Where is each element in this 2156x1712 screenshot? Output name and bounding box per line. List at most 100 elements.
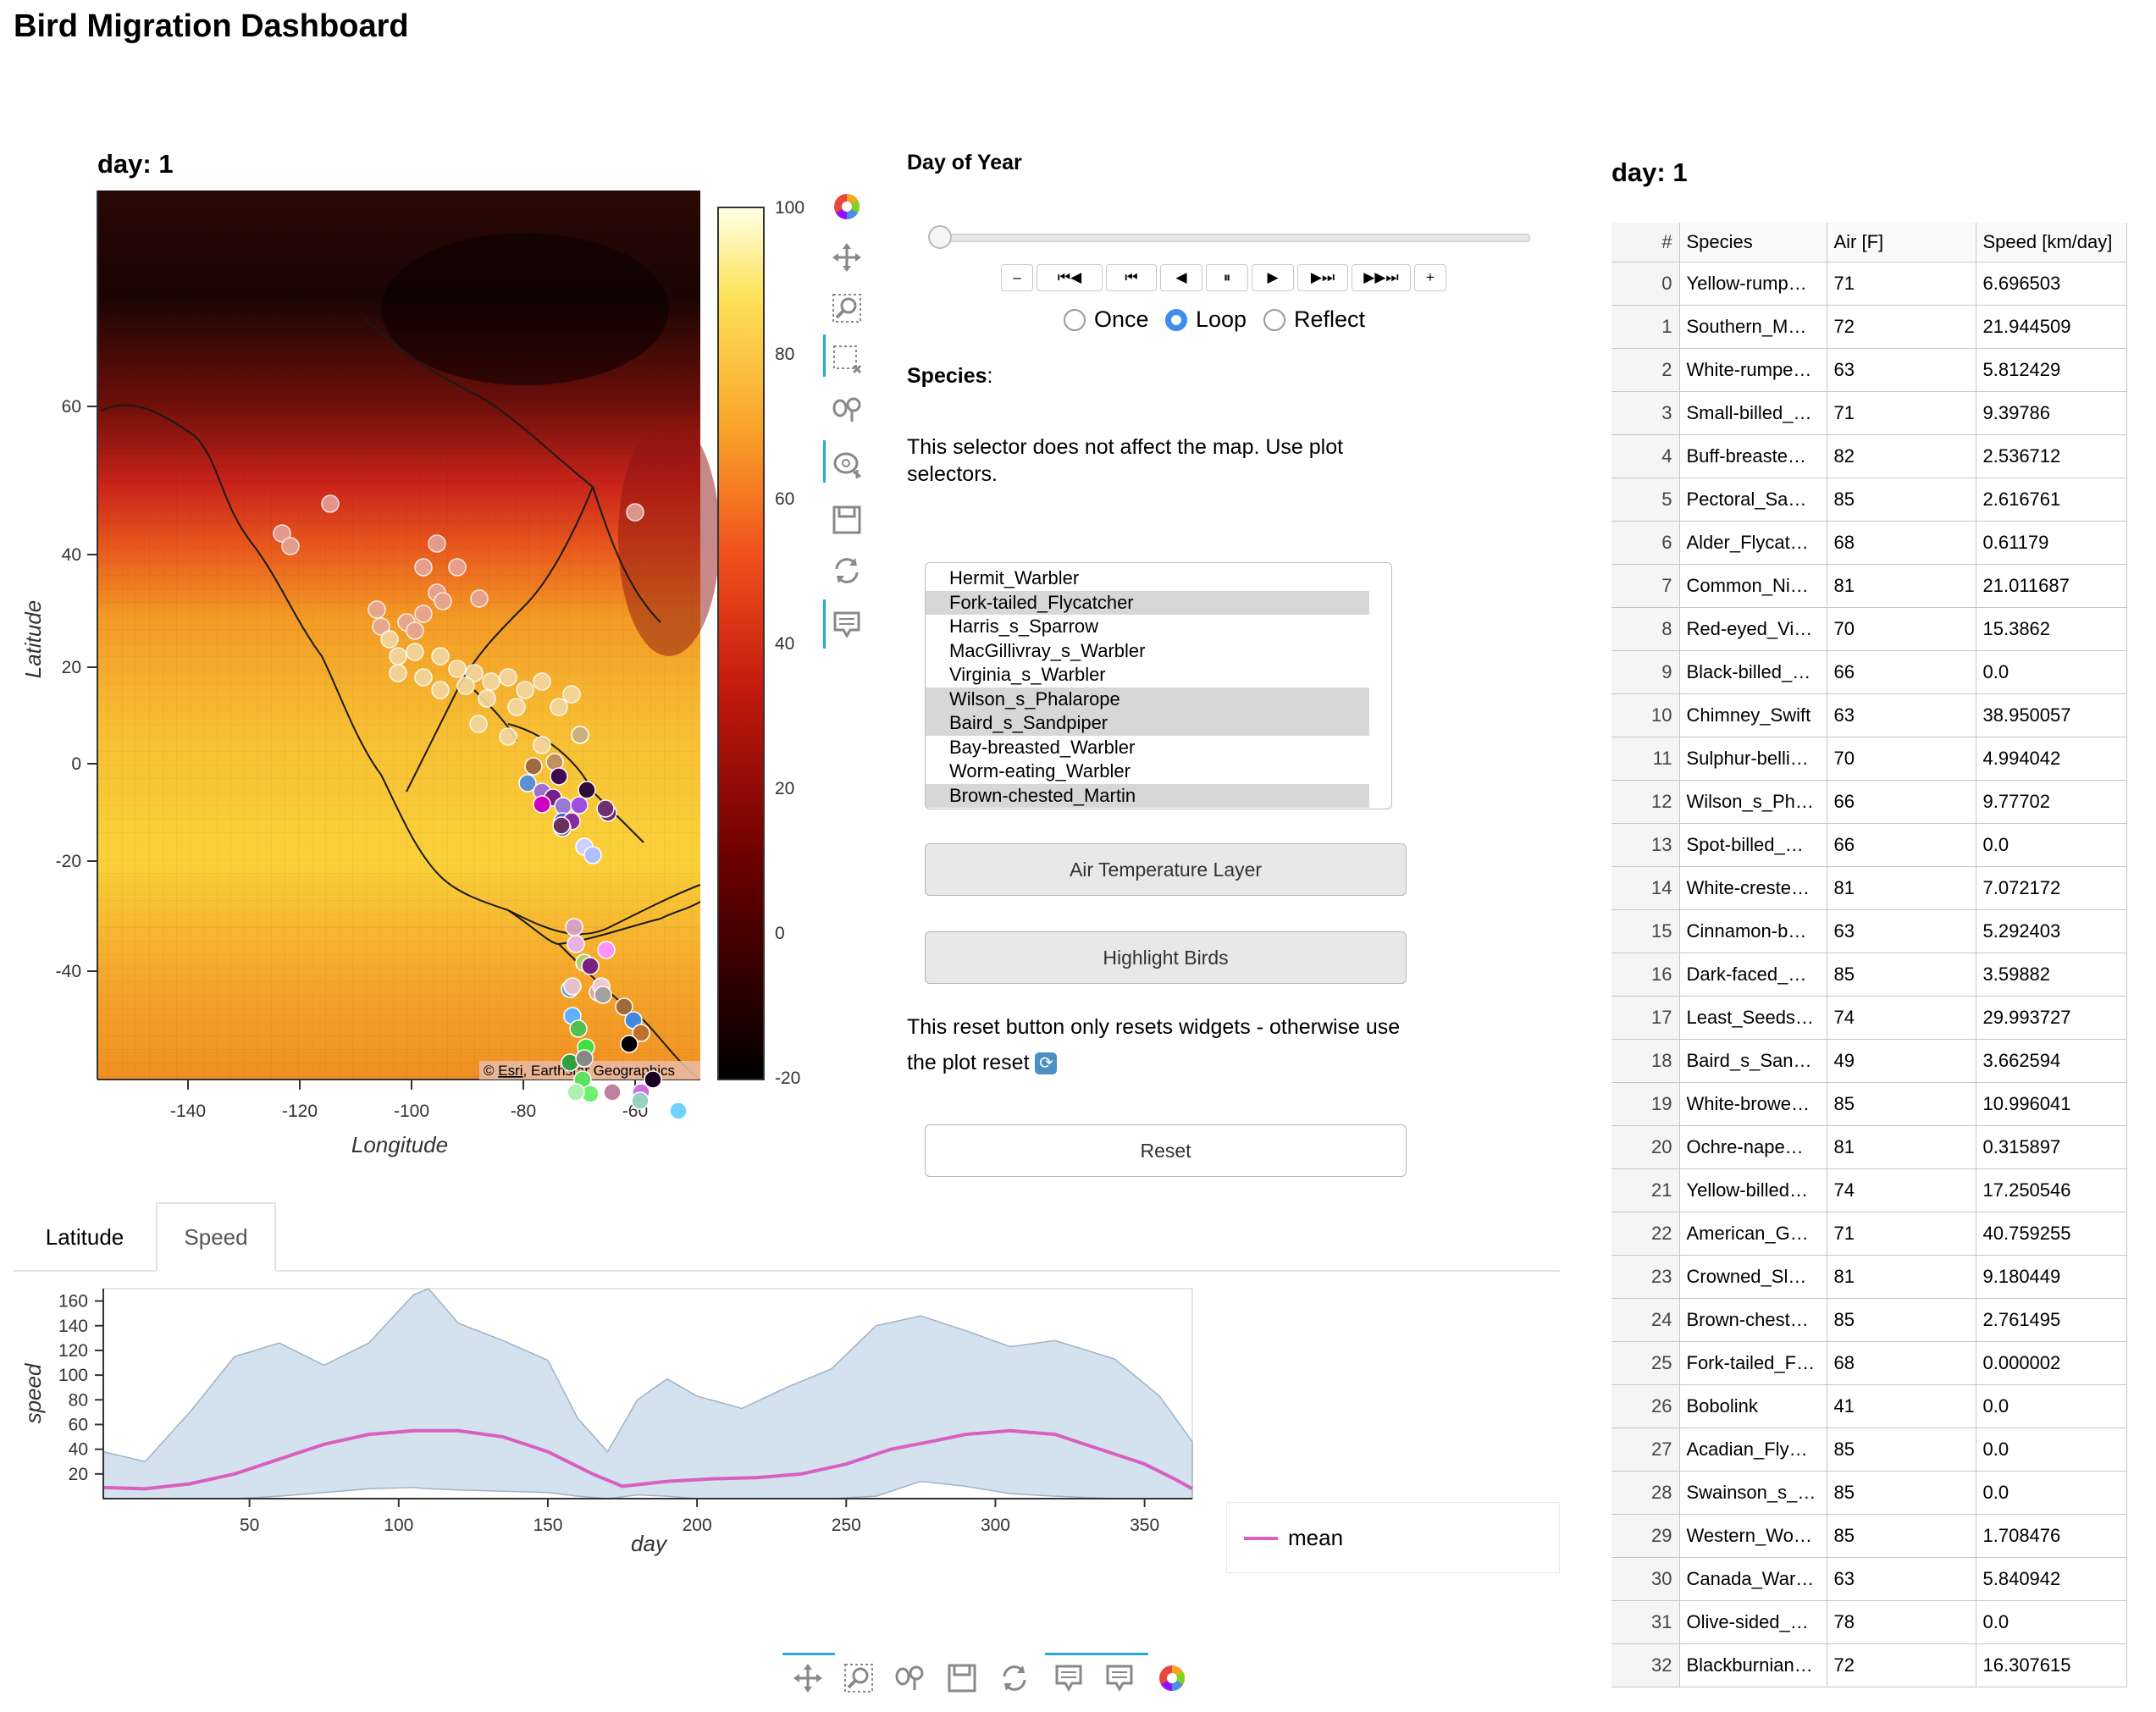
species-option[interactable]: Harris_s_Sparrow (949, 616, 1099, 637)
table-cell: Brown-chest… (1679, 1298, 1827, 1342)
chart-bokeh-logo-icon[interactable] (1153, 1660, 1191, 1697)
table-cell: 72 (1827, 305, 1976, 349)
chart-save-icon[interactable] (943, 1660, 981, 1697)
table-row[interactable]: 16 Dark-faced_… 85 3.59882 (1611, 953, 2127, 997)
table-row[interactable]: 17 Least_Seeds… 74 29.993727 (1611, 996, 2127, 1040)
table-row[interactable]: 30 Canada_War… 63 5.840942 (1611, 1557, 2127, 1601)
table-row[interactable]: 22 American_G… 71 40.759255 (1611, 1212, 2127, 1256)
table-cell: 85 (1827, 953, 1976, 997)
chart-hover-icon[interactable] (1050, 1660, 1087, 1697)
chart-wheel-zoom-icon[interactable] (891, 1660, 928, 1697)
table-row[interactable]: 12 Wilson_s_Ph… 66 9.77702 (1611, 780, 2127, 824)
table-row[interactable]: 27 Acadian_Fly… 85 0.0 (1611, 1428, 2127, 1472)
table-cell: Bobolink (1679, 1384, 1827, 1428)
player-next-button[interactable]: ▶⏭ (1297, 264, 1348, 291)
table-row[interactable]: 32 Blackburnian… 72 16.307615 (1611, 1643, 2127, 1687)
species-multiselect[interactable]: Hermit_Warbler Fork-tailed_Flycatcher Harr… (925, 562, 1392, 809)
player-slower-button[interactable]: – (1001, 264, 1033, 291)
loop-option-loop[interactable]: Loop (1165, 307, 1247, 333)
table-row[interactable]: 25 Fork-tailed_F… 68 0.000002 (1611, 1341, 2127, 1385)
wheel-zoom-icon[interactable] (828, 290, 865, 327)
table-row[interactable]: 2 White-rumpe… 63 5.812429 (1611, 348, 2127, 392)
mean-speed-line[interactable] (102, 1428, 1193, 1491)
table-cell: 49 (1827, 1039, 1976, 1083)
table-row[interactable]: 13 Spot-billed_… 66 0.0 (1611, 823, 2127, 867)
table-row[interactable]: 9 Black-billed_… 66 0.0 (1611, 650, 2127, 694)
player-faster-button[interactable]: + (1414, 264, 1446, 291)
table-row[interactable]: 7 Common_Ni… 81 21.011687 (1611, 564, 2127, 608)
chart-pan-icon[interactable] (789, 1660, 826, 1697)
player-last-button[interactable]: ▶▶⏭ (1352, 264, 1411, 291)
species-option[interactable]: Hermit_Warbler (949, 567, 1080, 588)
box-select-icon[interactable] (828, 340, 865, 378)
table-row[interactable]: 4 Buff-breaste… 82 2.536712 (1611, 434, 2127, 478)
loop-option-once[interactable]: Once (1064, 307, 1149, 333)
pan-icon[interactable] (828, 239, 865, 276)
table-row[interactable]: 26 Bobolink 41 0.0 (1611, 1384, 2127, 1428)
tab-latitude[interactable]: Latitude (45, 1223, 124, 1250)
species-option[interactable]: Wilson_s_Phalarope (926, 687, 1369, 711)
species-option[interactable]: Bay-breasted_Warbler (949, 736, 1136, 758)
table-row[interactable]: 15 Cinnamon-b… 63 5.292403 (1611, 909, 2127, 953)
player-reverse-button[interactable]: ◀ (1160, 264, 1202, 291)
player-play-button[interactable]: ▶ (1252, 264, 1294, 291)
table-cell: 5 (1611, 478, 1680, 522)
column-header-species[interactable]: Species (1679, 223, 1827, 262)
bokeh-logo-icon[interactable] (828, 188, 865, 225)
table-cell: Southern_M… (1679, 305, 1827, 349)
bird-points-south[interactable] (0, 182, 813, 1113)
table-row[interactable]: 18 Baird_s_San… 49 3.662594 (1611, 1039, 2127, 1083)
table-cell: 2 (1611, 348, 1680, 392)
table-row[interactable]: 14 White-creste… 81 7.072172 (1611, 866, 2127, 910)
table-row[interactable]: 6 Alder_Flycat… 68 0.61179 (1611, 521, 2127, 565)
save-icon[interactable] (828, 501, 865, 538)
box-zoom-icon[interactable] (828, 391, 865, 428)
player-prev-button[interactable]: ⏮ (1106, 264, 1157, 291)
day-slider-handle[interactable] (928, 225, 952, 249)
table-cell: Least_Seeds… (1679, 996, 1827, 1040)
table-row[interactable]: 19 White-browe… 85 10.996041 (1611, 1082, 2127, 1126)
reset-button[interactable]: Reset (925, 1124, 1407, 1177)
table-row[interactable]: 3 Small-billed_… 71 9.39786 (1611, 391, 2127, 435)
column-header-air[interactable]: Air [F] (1827, 223, 1976, 262)
chart-xtick-label: 200 (683, 1516, 712, 1535)
table-row[interactable]: 20 Ochre-nape… 81 0.315897 (1611, 1125, 2127, 1169)
loop-option-reflect[interactable]: Reflect (1263, 307, 1365, 333)
temperature-map[interactable]: -140 -120 -100 -80 -60 60 40 20 0 -20 -4… (0, 182, 813, 1164)
table-cell: Black-billed_… (1679, 650, 1827, 694)
reset-icon[interactable] (828, 552, 865, 589)
table-row[interactable]: 28 Swainson_s_… 85 0.0 (1611, 1471, 2127, 1515)
species-option[interactable]: Virginia_s_Warbler (949, 664, 1106, 685)
chart-reset-icon[interactable] (996, 1660, 1033, 1697)
chart-box-zoom-icon[interactable] (840, 1660, 877, 1697)
player-pause-button[interactable]: ⏸ (1206, 264, 1248, 291)
species-option[interactable]: Brown-chested_Martin (926, 783, 1369, 808)
table-row[interactable]: 1 Southern_M… 72 21.944509 (1611, 305, 2127, 349)
table-row[interactable]: 31 Olive-sided_… 78 0.0 (1611, 1600, 2127, 1644)
species-option[interactable]: Baird_s_Sandpiper (926, 711, 1369, 736)
table-row[interactable]: 21 Yellow-billed… 74 17.250546 (1611, 1168, 2127, 1212)
column-header-index[interactable]: # (1611, 223, 1680, 262)
table-row[interactable]: 8 Red-eyed_Vi… 70 15.3862 (1611, 607, 2127, 651)
species-option[interactable]: Worm-eating_Warbler (949, 760, 1131, 781)
data-table[interactable]: # Species Air [F] Speed [km/day] 0 Yellow… (1611, 223, 2127, 1687)
air-temperature-layer-button[interactable]: Air Temperature Layer (925, 843, 1407, 896)
table-row[interactable]: 24 Brown-chest… 85 2.761495 (1611, 1298, 2127, 1342)
player-first-button[interactable]: ⏮◀ (1037, 264, 1103, 291)
table-row[interactable]: 10 Chimney_Swift 63 38.950057 (1611, 693, 2127, 737)
speed-chart[interactable]: 50 100 150 200 250 300 350 20 40 60 80 100 120 140 160… (0, 1278, 1567, 1558)
table-row[interactable]: 5 Pectoral_Sa… 85 2.616761 (1611, 478, 2127, 522)
table-row[interactable]: 29 Western_Wo… 85 1.708476 (1611, 1514, 2127, 1558)
chart-hover-icon-2[interactable] (1101, 1660, 1138, 1697)
species-option[interactable]: MacGillivray_s_Warbler (949, 639, 1146, 661)
table-row[interactable]: 0 Yellow-rump… 71 6.696503 (1611, 262, 2127, 306)
column-header-speed[interactable]: Speed [km/day] (1976, 223, 2127, 262)
table-row[interactable]: 11 Sulphur-belli… 70 4.994042 (1611, 737, 2127, 781)
species-option[interactable]: Fork-tailed_Flycatcher (926, 590, 1369, 615)
highlight-birds-button[interactable]: Highlight Birds (925, 931, 1407, 984)
lasso-icon[interactable] (828, 446, 865, 483)
day-slider-track[interactable] (940, 234, 1530, 242)
hover-icon[interactable] (828, 606, 865, 643)
table-row[interactable]: 23 Crowned_Sl… 81 9.180449 (1611, 1255, 2127, 1299)
tab-speed[interactable]: Speed (156, 1202, 276, 1272)
